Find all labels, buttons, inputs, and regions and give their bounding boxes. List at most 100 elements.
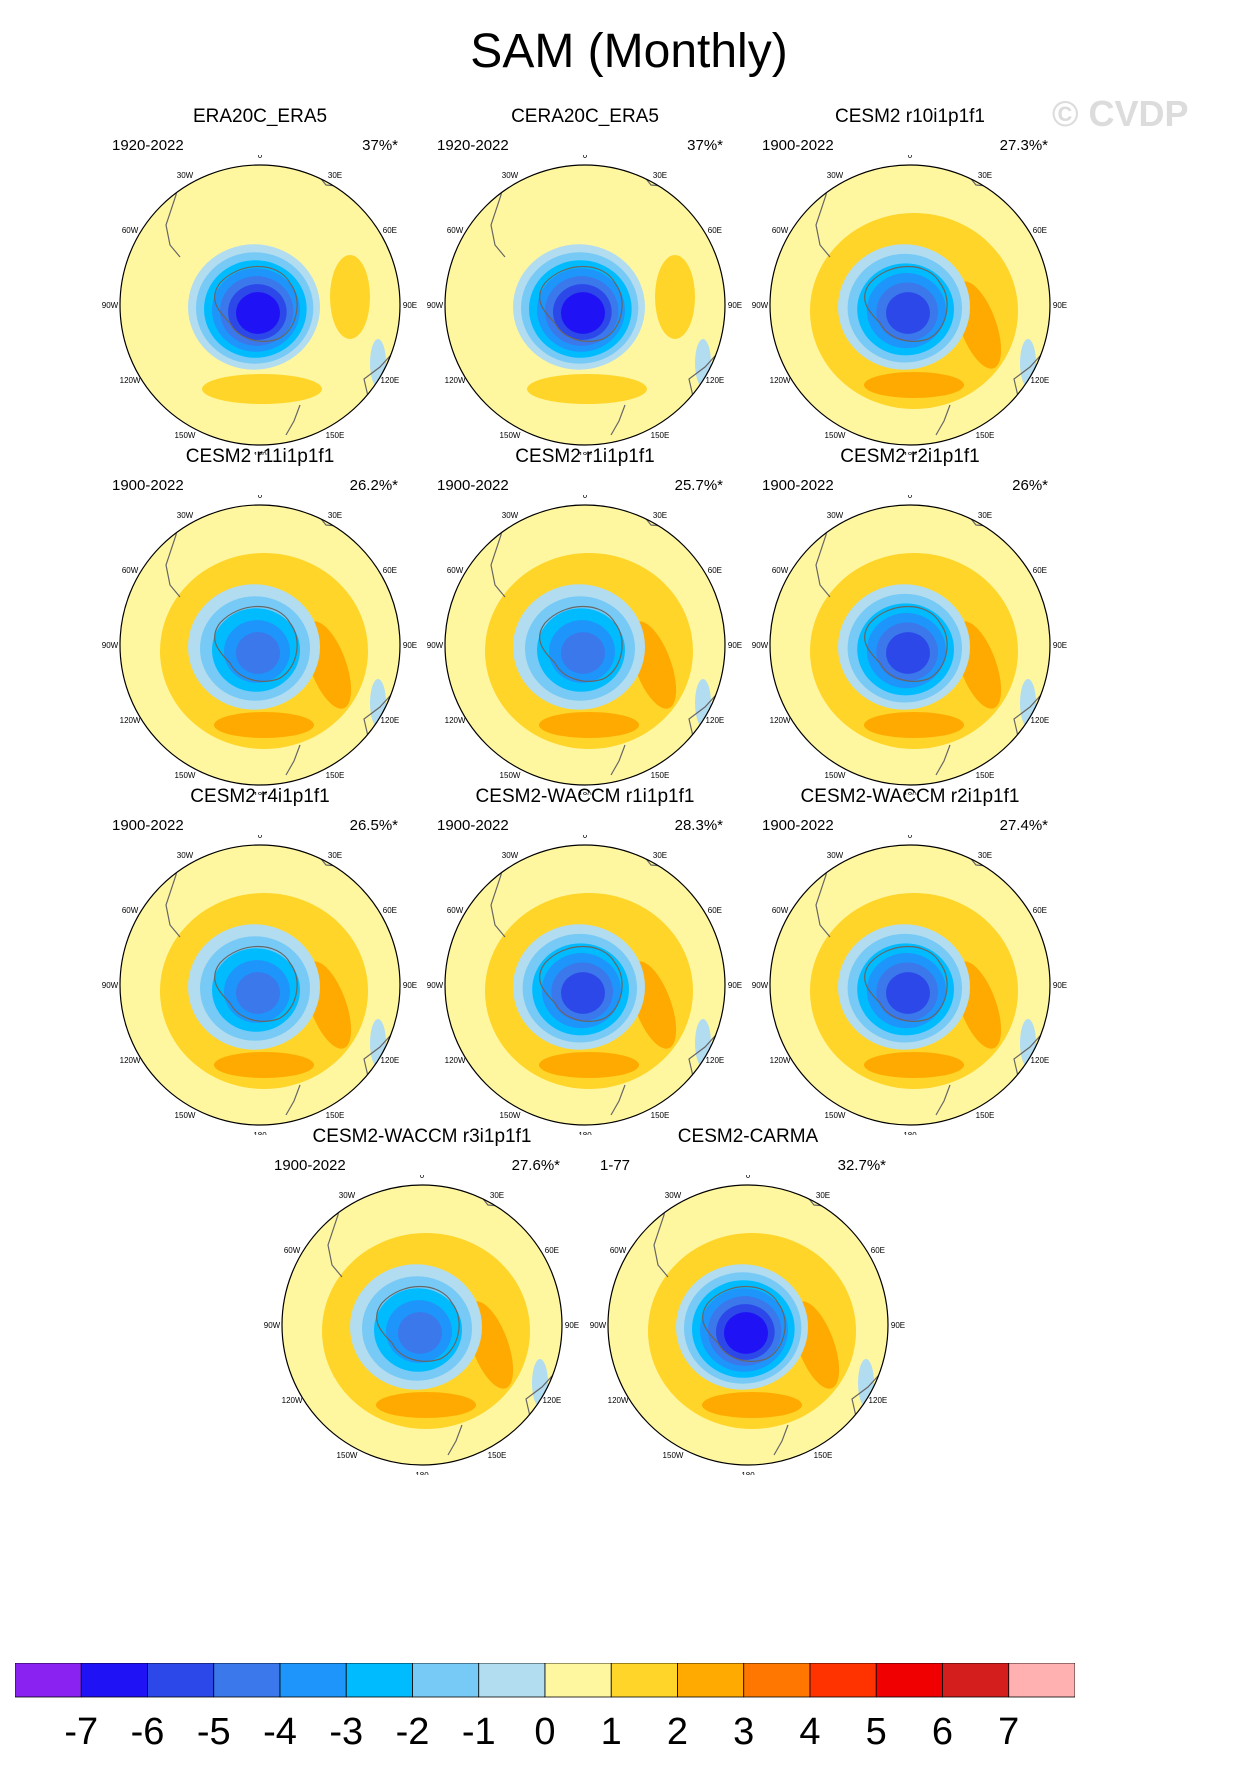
colorbar-tick-label: -5: [196, 1711, 231, 1753]
longitude-label: 150E: [976, 1111, 995, 1120]
map-border: [119, 164, 401, 446]
colorbar-swatch: [875, 1663, 943, 1698]
longitude-label: 60E: [383, 566, 397, 575]
polar-map: 0 30E 60E 90E 120E 150E 180 150W 120W 90W 60W 30W: [427, 495, 742, 795]
longitude-label: 150E: [326, 431, 345, 440]
panel-period: 1900-2022: [112, 817, 184, 834]
colorbar-swatch: [677, 1663, 745, 1698]
positive-lobe: [539, 712, 639, 738]
map-border: [444, 504, 726, 786]
longitude-label: 90W: [102, 981, 119, 990]
map-panel: CESM2 r1i1p1f1 1900-2022 25.7%* 0 30E 60E 90E 1…: [425, 445, 745, 795]
longitude-label: 30W: [665, 1191, 682, 1200]
longitude-label: 30E: [328, 171, 342, 180]
longitude-label: 0: [583, 835, 588, 840]
panel-title: CERA20C_ERA5: [511, 106, 659, 127]
map-border: [444, 164, 726, 446]
longitude-label: 90W: [102, 301, 119, 310]
antarctica-coastline: [376, 1285, 460, 1362]
longitude-label: 60E: [1033, 226, 1047, 235]
longitude-label: 60E: [708, 566, 722, 575]
negative-contour: [236, 972, 280, 1014]
polar-map: 0 30E 60E 90E 120E 150E 180 150W 120W 90W 60W 30W: [752, 155, 1067, 455]
antarctica-coastline: [539, 265, 623, 342]
longitude-label: 180: [578, 451, 592, 455]
longitude-label: 60E: [871, 1246, 885, 1255]
longitude-label: 120W: [770, 1056, 791, 1065]
longitude-label: 180: [578, 1131, 592, 1135]
longitude-label: 60W: [772, 906, 789, 915]
antarctica-coastline: [539, 945, 623, 1022]
longitude-label: 120W: [282, 1396, 303, 1405]
negative-contour: [886, 292, 930, 334]
longitude-label: 0: [258, 495, 263, 500]
positive-lobe: [702, 1392, 802, 1418]
panel-title: CESM2 r4i1p1f1: [190, 786, 330, 807]
polar-map: 0 30E 60E 90E 120E 150E 180 150W 120W 90W 60W 30W: [752, 835, 1067, 1135]
longitude-label: 120E: [381, 376, 400, 385]
polar-map: 0 30E 60E 90E 120E 150E 180 150W 120W 90W 60W 30W: [427, 155, 742, 455]
positive-lobe: [527, 374, 647, 404]
longitude-label: 90E: [728, 301, 742, 310]
contour-field: [445, 165, 725, 445]
longitude-label: 120W: [770, 716, 791, 725]
panel-title: CESM2 r1i1p1f1: [515, 446, 655, 467]
longitude-label: 150W: [337, 1451, 358, 1460]
longitude-label: 120E: [869, 1396, 888, 1405]
longitude-label: 60W: [772, 566, 789, 575]
polar-map: 0 30E 60E 90E 120E 150E 180 150W 120W 90W 60W 30W: [427, 835, 742, 1135]
colorbar-swatch: [213, 1663, 281, 1698]
page-title: SAM (Monthly): [470, 25, 788, 78]
colorbar-swatch: [15, 1663, 82, 1698]
panel-percent-variance: 26.2%*: [349, 477, 398, 494]
longitude-label: 150W: [663, 1451, 684, 1460]
colorbar-tick-label: -4: [263, 1711, 297, 1753]
longitude-label: 120W: [770, 376, 791, 385]
longitude-label: 120W: [120, 1056, 141, 1065]
longitude-label: 180: [253, 451, 267, 455]
longitude-label: 150E: [976, 771, 995, 780]
longitude-label: 150W: [175, 431, 196, 440]
panel-percent-variance: 32.7%*: [837, 1157, 886, 1174]
colorbar-tick-label: 0: [534, 1711, 556, 1753]
longitude-label: 90W: [427, 981, 444, 990]
new-zealand-coastline: [935, 404, 951, 436]
longitude-label: 60W: [447, 906, 464, 915]
colorbar-tick-label: 2: [666, 1711, 689, 1753]
map-border: [281, 1184, 563, 1466]
panel-percent-variance: 26.5%*: [349, 817, 398, 834]
longitude-label: 120E: [1031, 716, 1050, 725]
longitude-label: 150W: [175, 1111, 196, 1120]
contour-field: [120, 165, 400, 445]
longitude-label: 60W: [284, 1246, 301, 1255]
panel-period: 1900-2022: [762, 477, 834, 494]
longitude-label: 0: [908, 155, 913, 160]
new-zealand-coastline: [773, 1424, 789, 1456]
longitude-label: 120W: [445, 376, 466, 385]
longitude-label: 30W: [827, 171, 844, 180]
panel-percent-variance: 26%*: [1012, 477, 1048, 494]
longitude-label: 90W: [264, 1321, 281, 1330]
colorbar-tick-label: 7: [998, 1711, 1020, 1753]
antarctica-coastline: [214, 945, 298, 1022]
longitude-label: 60E: [545, 1246, 559, 1255]
colorbar-swatch: [1008, 1663, 1075, 1698]
map-panel: CERA20C_ERA5 1920-2022 37%* 0 30E 60E 90E 120E 1…: [425, 105, 745, 455]
colorbar-tick-label: -6: [130, 1711, 165, 1753]
map-panel: CESM2 r2i1p1f1 1900-2022 26%* 0 30E 60E 90E 120…: [750, 445, 1070, 795]
longitude-label: 180: [903, 791, 917, 795]
panel-period: 1900-2022: [437, 817, 509, 834]
map-panel: CESM2-WACCM r2i1p1f1 1900-2022 27.4%* 0 30E 6…: [750, 785, 1070, 1135]
panel-percent-variance: 37%*: [362, 137, 398, 154]
polar-map: 0 30E 60E 90E 120E 150E 180 150W 120W 90W 60W 30W: [264, 1175, 579, 1475]
map-panel: CESM2-WACCM r1i1p1f1 1900-2022 28.3%* 0 30E 6…: [425, 785, 745, 1135]
map-panel: CESM2-WACCM r3i1p1f1 1900-2022 27.6%* 0 30E 6…: [262, 1125, 582, 1475]
new-zealand-coastline: [935, 1084, 951, 1116]
longitude-label: 60W: [122, 906, 139, 915]
panel-title: ERA20C_ERA5: [192, 106, 328, 127]
longitude-label: 90E: [403, 981, 417, 990]
longitude-label: 30W: [339, 1191, 356, 1200]
panel-title: CESM2-CARMA: [677, 1126, 819, 1147]
panel-period: 1900-2022: [762, 137, 834, 154]
longitude-label: 90E: [1053, 301, 1067, 310]
